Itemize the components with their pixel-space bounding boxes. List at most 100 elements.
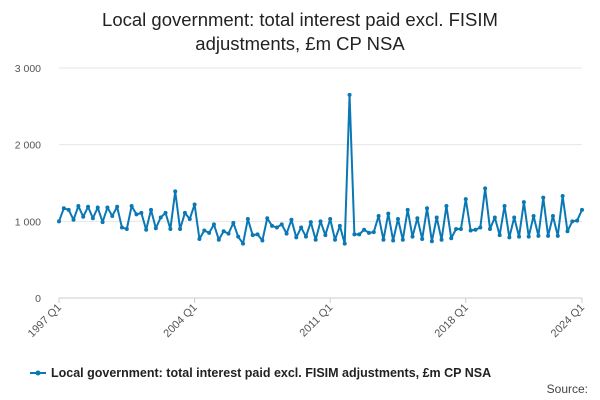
data-point[interactable] (483, 186, 488, 191)
data-point[interactable] (333, 237, 338, 242)
data-point[interactable] (410, 234, 415, 239)
data-point[interactable] (81, 214, 86, 219)
data-point[interactable] (463, 197, 468, 202)
data-point[interactable] (318, 219, 323, 224)
data-point[interactable] (66, 207, 71, 212)
data-point[interactable] (521, 200, 526, 205)
data-point[interactable] (110, 213, 115, 218)
data-point[interactable] (425, 206, 430, 211)
data-point[interactable] (226, 231, 231, 236)
data-point[interactable] (400, 237, 405, 242)
data-point[interactable] (153, 226, 158, 231)
data-point[interactable] (119, 225, 124, 230)
data-point[interactable] (347, 92, 352, 97)
data-point[interactable] (207, 230, 212, 235)
legend[interactable]: Local government: total interest paid ex… (30, 366, 491, 380)
data-point[interactable] (211, 222, 216, 227)
data-point[interactable] (517, 234, 522, 239)
data-point[interactable] (429, 239, 434, 244)
data-point[interactable] (187, 217, 192, 222)
data-point[interactable] (139, 210, 144, 215)
data-point[interactable] (420, 236, 425, 241)
data-point[interactable] (168, 227, 173, 231)
data-point[interactable] (405, 207, 410, 212)
data-point[interactable] (575, 218, 580, 223)
data-point[interactable] (289, 217, 294, 222)
data-point[interactable] (265, 216, 270, 221)
data-point[interactable] (182, 210, 187, 215)
data-point[interactable] (550, 213, 555, 218)
data-point[interactable] (560, 194, 565, 199)
data-point[interactable] (497, 233, 502, 238)
data-point[interactable] (458, 227, 463, 231)
data-point[interactable] (580, 207, 584, 212)
data-point[interactable] (468, 228, 473, 233)
data-point[interactable] (526, 234, 531, 239)
data-point[interactable] (313, 237, 318, 242)
data-point[interactable] (357, 232, 362, 237)
data-point[interactable] (270, 223, 275, 228)
data-point[interactable] (381, 237, 386, 242)
data-point[interactable] (216, 237, 221, 242)
data-point[interactable] (274, 225, 279, 230)
data-point[interactable] (250, 233, 255, 238)
data-point[interactable] (245, 217, 250, 222)
data-point[interactable] (439, 237, 444, 242)
data-point[interactable] (144, 227, 149, 232)
data-point[interactable] (454, 227, 459, 231)
data-point[interactable] (178, 227, 183, 231)
data-point[interactable] (255, 232, 260, 237)
data-point[interactable] (260, 238, 265, 243)
data-point[interactable] (86, 204, 91, 209)
data-point[interactable] (221, 229, 226, 234)
data-point[interactable] (105, 205, 110, 210)
data-point[interactable] (366, 230, 371, 235)
data-point[interactable] (57, 219, 61, 224)
data-point[interactable] (284, 231, 289, 236)
data-point[interactable] (502, 204, 507, 208)
data-point[interactable] (163, 210, 168, 215)
data-point[interactable] (337, 223, 342, 228)
data-point[interactable] (376, 213, 381, 218)
data-point[interactable] (434, 215, 439, 220)
data-point[interactable] (129, 204, 134, 208)
data-point[interactable] (342, 241, 347, 246)
data-point[interactable] (570, 219, 575, 224)
data-point[interactable] (308, 220, 313, 225)
data-point[interactable] (444, 204, 449, 208)
data-point[interactable] (158, 215, 163, 220)
data-point[interactable] (546, 233, 551, 238)
data-point[interactable] (231, 220, 236, 225)
data-point[interactable] (323, 233, 328, 238)
data-point[interactable] (362, 227, 367, 232)
data-point[interactable] (555, 233, 560, 238)
data-point[interactable] (279, 222, 284, 227)
data-point[interactable] (303, 234, 308, 239)
data-point[interactable] (100, 220, 105, 225)
data-point[interactable] (115, 204, 120, 209)
data-point[interactable] (395, 217, 400, 222)
data-point[interactable] (71, 217, 76, 222)
data-point[interactable] (241, 241, 246, 246)
data-point[interactable] (415, 216, 420, 221)
data-point[interactable] (565, 229, 570, 234)
data-point[interactable] (507, 235, 512, 240)
data-point[interactable] (202, 228, 207, 233)
data-point[interactable] (173, 189, 178, 194)
data-point[interactable] (192, 202, 197, 207)
data-point[interactable] (512, 215, 517, 220)
data-point[interactable] (124, 227, 129, 231)
data-point[interactable] (95, 205, 100, 210)
data-point[interactable] (76, 204, 81, 208)
data-point[interactable] (391, 238, 396, 243)
data-point[interactable] (386, 211, 391, 216)
data-point[interactable] (90, 216, 95, 221)
data-point[interactable] (299, 225, 304, 230)
data-point[interactable] (478, 225, 483, 230)
data-point[interactable] (134, 212, 139, 217)
data-point[interactable] (536, 233, 541, 238)
data-point[interactable] (328, 217, 333, 222)
data-point[interactable] (473, 227, 478, 232)
data-point[interactable] (371, 230, 376, 235)
data-point[interactable] (531, 213, 536, 218)
